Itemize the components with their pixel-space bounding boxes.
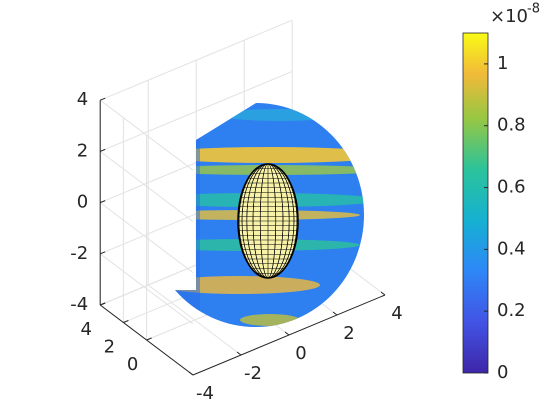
colorbar-tick-label: 0.6 — [497, 177, 526, 198]
colorbar-tick-label: 0.2 — [497, 300, 526, 321]
y-tick-label: 4 — [80, 319, 91, 340]
x-tick-label: -4 — [196, 383, 214, 404]
x-tick-label: 4 — [391, 303, 402, 324]
z-tick-label: 4 — [77, 89, 88, 110]
grid-line — [100, 19, 293, 101]
colorbar-exponent-base: ×10 — [490, 6, 528, 27]
x-tick — [236, 351, 242, 356]
colorbar-tick-label: 0.8 — [497, 115, 526, 136]
colorbar-tick-label: 0 — [497, 362, 508, 383]
z-tick-label: -2 — [70, 243, 88, 264]
inner-ellipsoid — [237, 163, 299, 279]
z-tick — [100, 97, 106, 101]
ellipsoid-meridian — [238, 163, 298, 279]
x-tick — [380, 291, 386, 296]
y-tick — [146, 337, 152, 341]
x-tick — [188, 371, 194, 376]
x-tick — [332, 311, 338, 316]
x-tick-label: 0 — [295, 343, 306, 364]
y-tick — [100, 302, 106, 306]
z-tick-label: -4 — [70, 294, 88, 315]
colorbar-tick-label: 1 — [497, 53, 508, 74]
z-tick — [100, 251, 106, 255]
x-tick-label: -2 — [244, 363, 262, 384]
colorbar-exponent: -8 — [527, 2, 540, 17]
z-tick-label: 2 — [77, 140, 88, 161]
x-tick — [284, 331, 290, 336]
y-tick — [123, 320, 129, 323]
colorbar-tick-label: 0.4 — [497, 238, 526, 259]
y-tick-label: 2 — [104, 337, 115, 358]
y-tick-label: 0 — [127, 354, 138, 375]
z-tick — [100, 148, 106, 152]
colorbar — [462, 32, 489, 374]
x-tick-label: 2 — [343, 323, 354, 344]
z-tick-label: 0 — [77, 192, 88, 213]
z-tick — [100, 200, 106, 204]
